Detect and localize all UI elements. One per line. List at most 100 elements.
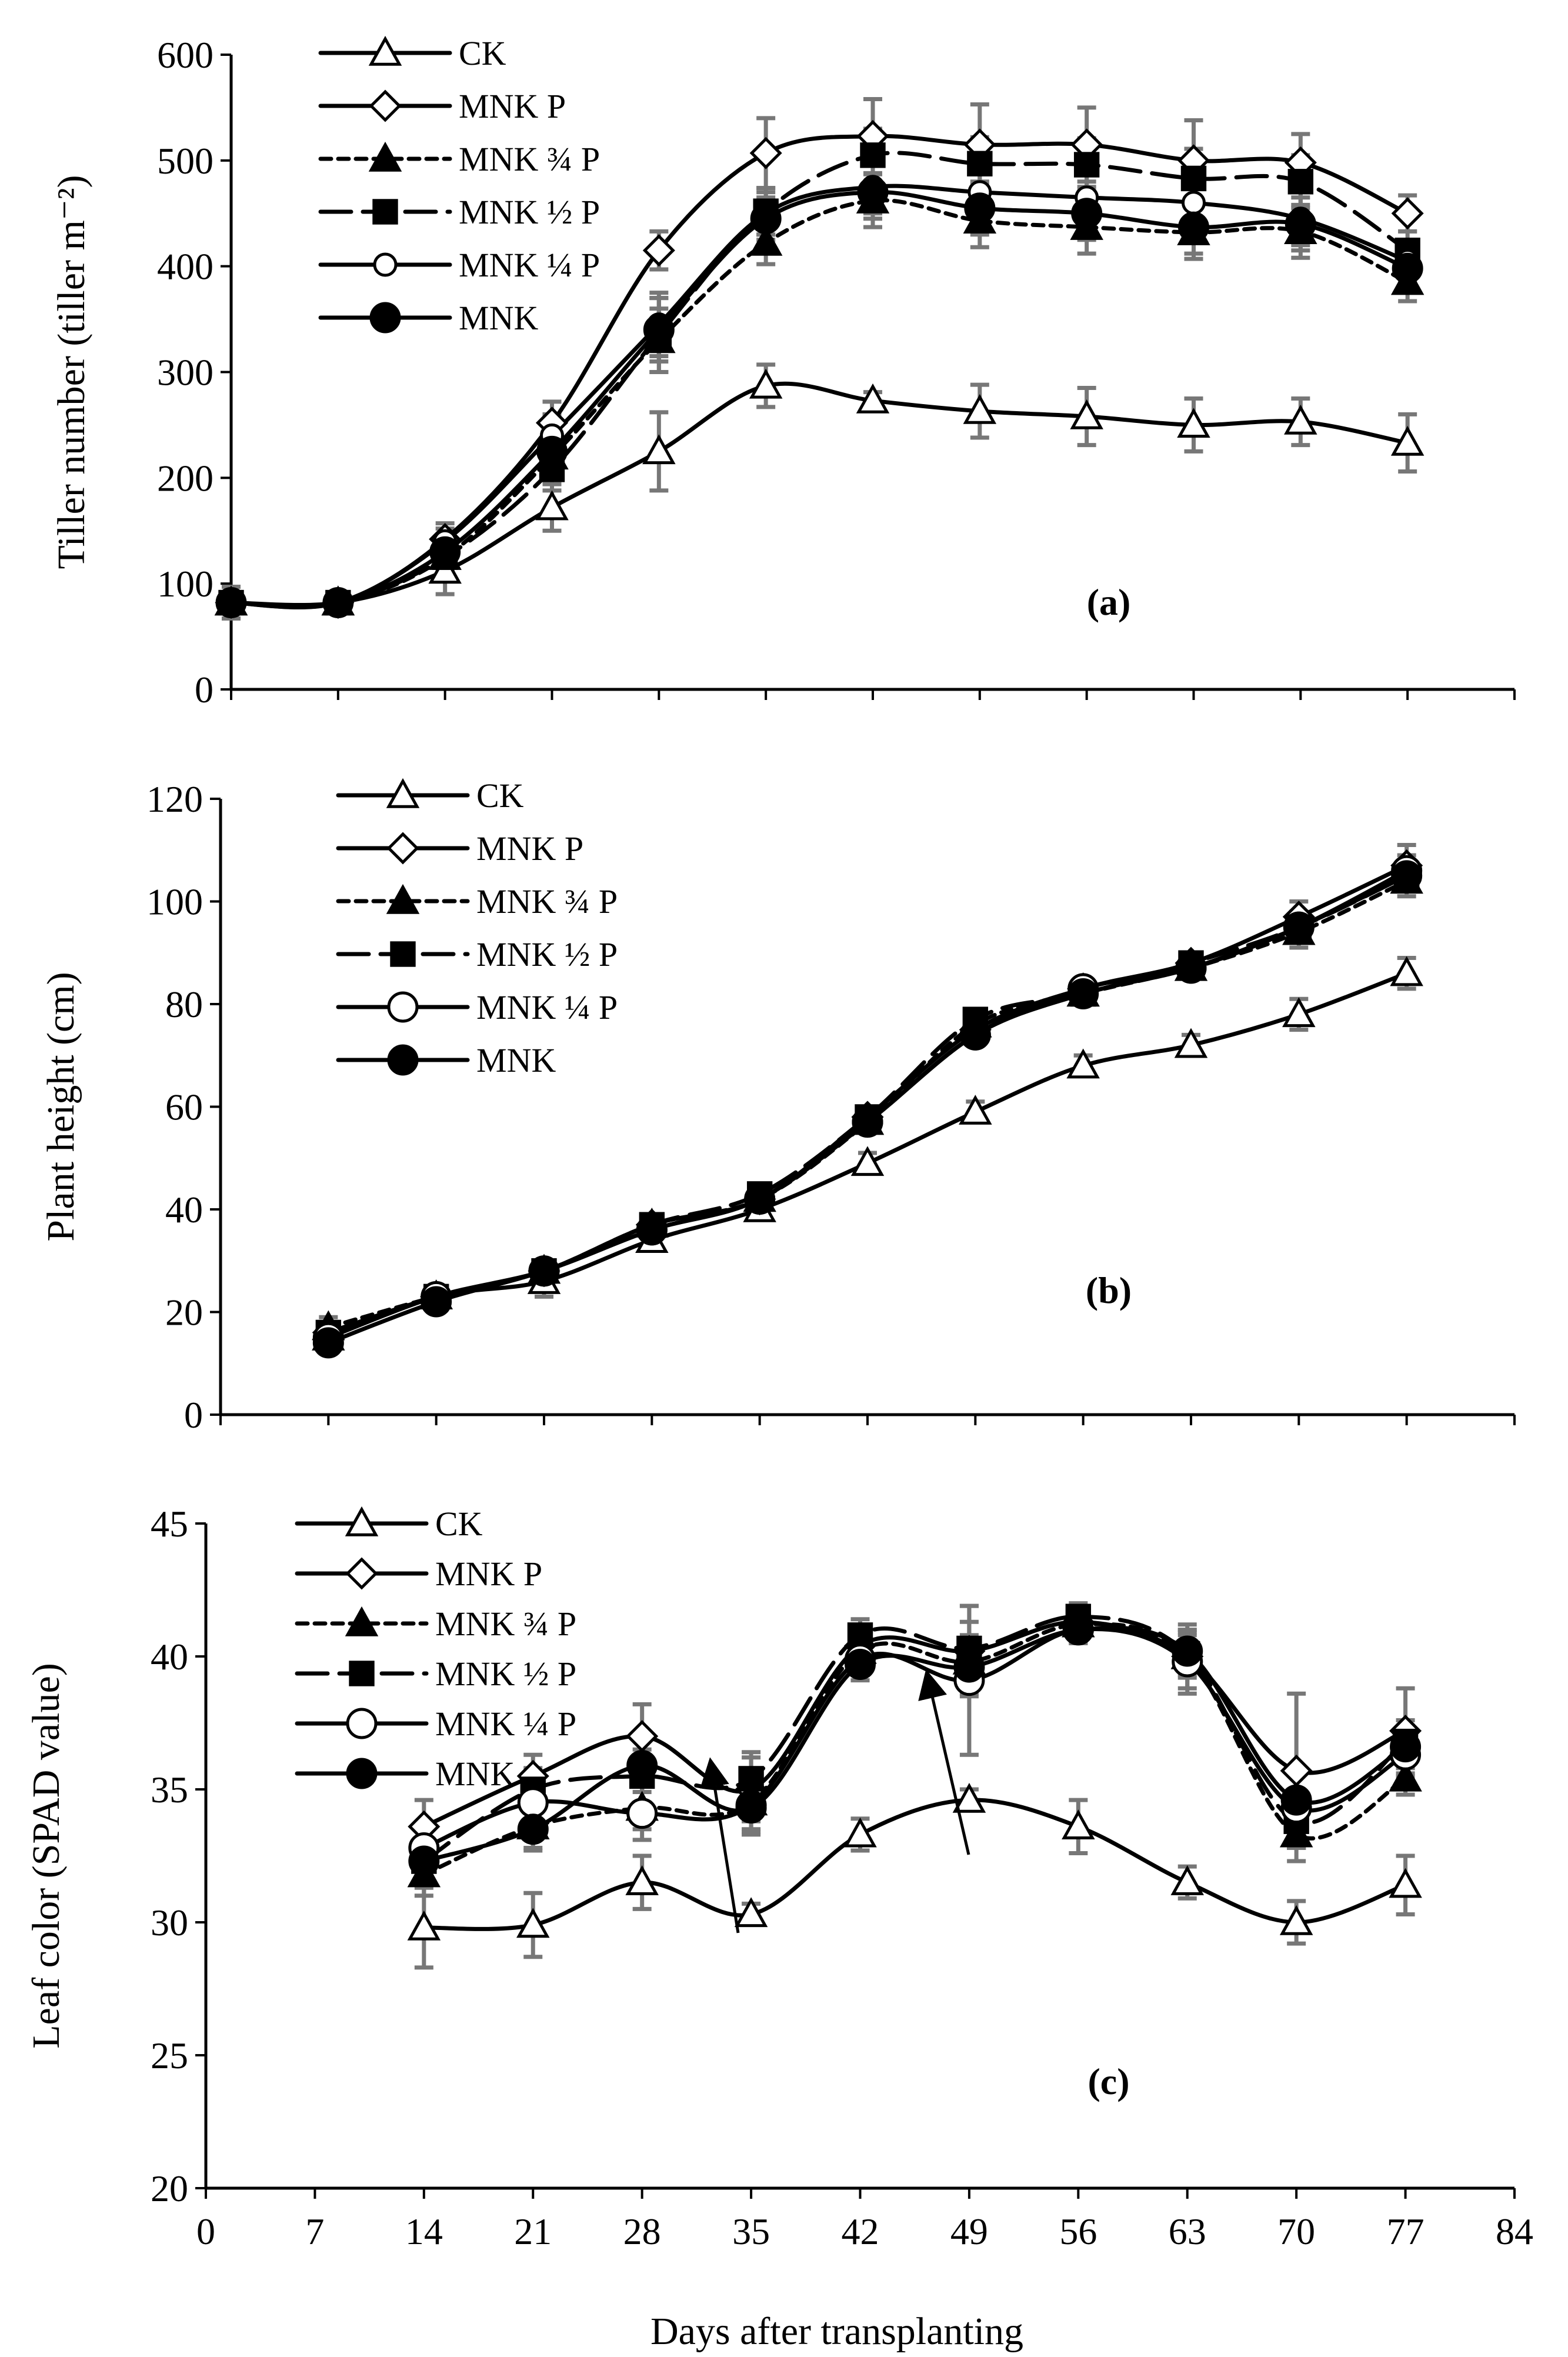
y-axis-title: Plant height (cm) — [39, 972, 82, 1241]
x-tick-label: 70 — [1277, 2211, 1315, 2252]
y-tick-label: 0 — [184, 1394, 203, 1436]
legend-marker — [386, 832, 419, 865]
point-CK — [535, 490, 569, 521]
point-CK — [1177, 408, 1210, 438]
legend-marker — [345, 1506, 379, 1536]
legend-marker — [345, 1557, 378, 1590]
legend-marker — [346, 1758, 378, 1789]
y-tick-label: 25 — [151, 2035, 188, 2076]
point-MNK ¼ P — [1182, 191, 1206, 215]
series-line-MNK — [229, 190, 1410, 609]
legend-marker — [369, 89, 402, 122]
x-tick-label: 56 — [1059, 2211, 1097, 2252]
legend-label: CK — [459, 34, 506, 72]
x-tick-label: 14 — [405, 2211, 443, 2252]
y-tick-label: 80 — [165, 984, 203, 1025]
legend-label: MNK — [435, 1755, 515, 1793]
legend-marker — [368, 35, 402, 66]
point-MNK — [1062, 1614, 1094, 1646]
legend-label: MNK ¼ P — [435, 1705, 576, 1743]
legend-marker — [386, 884, 420, 914]
panel-3: 20 25 30 35 40 45 0 7 14 21 28 35 42 49 56 63 70 77 84 Leaf… — [25, 1503, 1533, 2252]
series-line-MNK ¼ P — [229, 184, 1410, 609]
point-CK — [1390, 956, 1423, 986]
point-CK — [963, 394, 997, 424]
y-tick-label: 300 — [157, 352, 213, 394]
point-MNK ½ P — [1180, 165, 1207, 192]
point-MNK — [735, 1792, 767, 1824]
point-MNK — [953, 1651, 985, 1683]
point-MNK ¾ P — [749, 225, 783, 256]
point-MNK ¾ P — [1389, 1761, 1422, 1792]
panel-1: 0 100 200 300 400 500 600 Tiller number (tiller… — [50, 34, 1516, 711]
panel-label: (c) — [1087, 2061, 1129, 2102]
point-CK — [1062, 1809, 1095, 1839]
series-line-MNK ½ P — [422, 1614, 1408, 1863]
series-line-CK — [422, 1798, 1408, 1931]
legend: CK MNK P MNK ¾ P MNK ½ P MNK ¼ P MNK — [318, 34, 600, 337]
legend-label: MNK P — [459, 87, 566, 125]
point-MNK P — [1391, 197, 1424, 230]
legend-label: MNK ¾ P — [435, 1605, 576, 1643]
point-MNK — [1391, 860, 1423, 892]
point-MNK ½ P — [967, 151, 993, 176]
x-axis-title: Days after transplanting — [650, 2310, 1023, 2353]
point-MNK — [845, 1649, 876, 1681]
point-MNK P — [626, 1720, 659, 1753]
y-tick-label: 400 — [157, 246, 213, 288]
legend-marker — [373, 252, 398, 277]
point-CK — [1282, 997, 1316, 1028]
legend-marker — [386, 778, 420, 808]
legend-label: MNK ¼ P — [476, 988, 618, 1026]
point-MNK — [536, 435, 568, 467]
point-MNK — [1178, 211, 1209, 243]
point-CK — [1170, 1865, 1204, 1895]
panel-label: (b) — [1086, 1269, 1132, 1311]
x-tick-label: 49 — [950, 2211, 988, 2252]
point-MNK — [517, 1813, 549, 1845]
point-MNK — [429, 536, 461, 568]
y-tick-label: 0 — [195, 669, 213, 711]
y-tick-label: 45 — [151, 1503, 188, 1545]
y-tick-label: 100 — [146, 881, 203, 923]
legend-marker — [390, 941, 416, 967]
point-MNK ½ P — [738, 1766, 764, 1792]
point-MNK P — [749, 136, 782, 169]
annotation-arrow-1 — [700, 1757, 740, 1933]
point-CK — [856, 383, 890, 414]
legend-label: MNK ½ P — [476, 935, 618, 974]
panel-2: 0 20 40 60 80 100 120 Plant height (cm) (b) CK MNK… — [39, 776, 1516, 1436]
y-tick-label: 30 — [151, 1902, 188, 1943]
series-line-CK — [229, 381, 1410, 608]
point-MNK — [1071, 198, 1103, 229]
point-MNK — [959, 1019, 991, 1051]
legend-marker — [369, 302, 401, 334]
point-CK — [959, 1095, 992, 1125]
x-tick-label: 0 — [196, 2211, 215, 2252]
y-tick-label: 35 — [151, 1769, 188, 1811]
y-tick-label: 600 — [157, 34, 213, 76]
y-tick-label: 20 — [165, 1292, 203, 1333]
series-line-MNK ¾ P — [229, 198, 1410, 608]
annotation-arrow-2 — [918, 1669, 970, 1855]
point-MNK — [322, 587, 354, 619]
point-MNK — [857, 176, 889, 208]
point-CK — [952, 1782, 986, 1813]
x-tick-label: 28 — [623, 2211, 661, 2252]
point-MNK — [1390, 1731, 1422, 1763]
point-MNK — [1285, 208, 1316, 240]
point-MNK — [215, 587, 247, 619]
legend-marker — [372, 199, 398, 225]
legend-marker — [349, 1661, 375, 1686]
point-MNK — [1280, 1784, 1312, 1816]
x-tick-label: 63 — [1169, 2211, 1206, 2252]
legend-marker — [387, 991, 419, 1023]
panel-label: (a) — [1087, 581, 1131, 623]
point-MNK ½ P — [1073, 152, 1100, 178]
point-MNK ½ P — [1287, 169, 1314, 195]
series-line-MNK ¼ P — [422, 1627, 1408, 1850]
point-MNK — [528, 1255, 560, 1287]
y-axis-title: Leaf color (SPAD value) — [25, 1663, 68, 2049]
